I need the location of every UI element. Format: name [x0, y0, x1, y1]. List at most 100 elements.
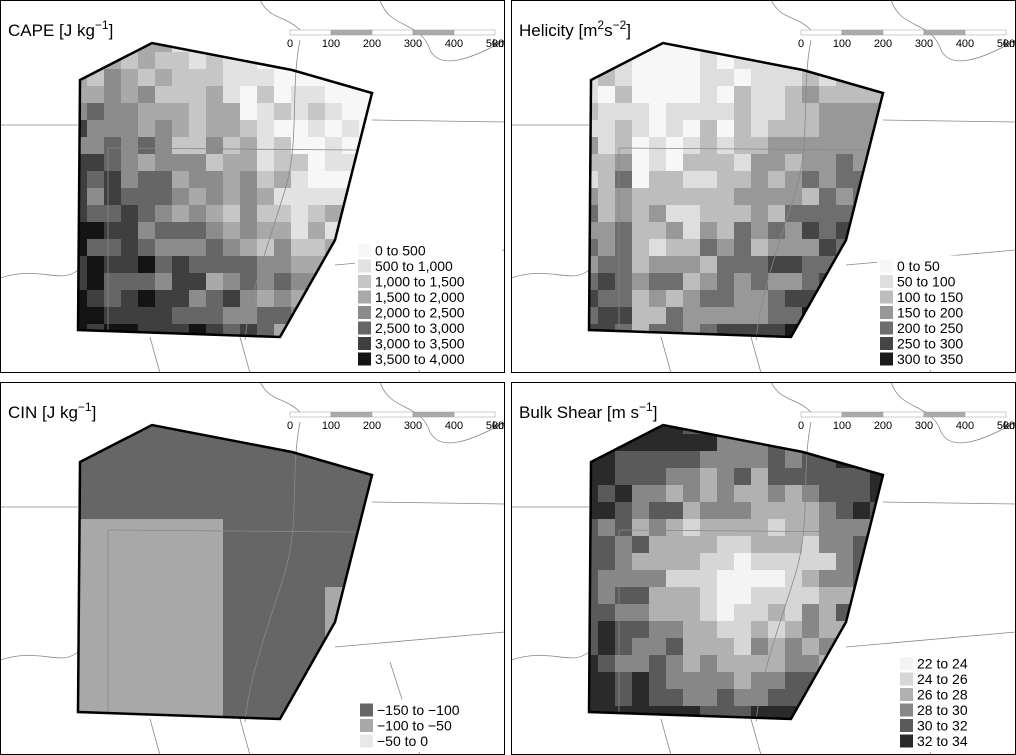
raster-cell: [189, 502, 207, 520]
raster-cell: [819, 604, 837, 622]
raster-cell: [700, 638, 718, 656]
scale-bar-label: 500: [997, 38, 1015, 50]
raster-cell: [189, 171, 207, 189]
raster-cell: [802, 655, 820, 673]
raster-cell: [649, 425, 667, 435]
raster-cell: [138, 171, 156, 189]
legend-swatch: [880, 337, 893, 350]
raster-cell: [751, 672, 769, 690]
raster-cell: [223, 222, 241, 240]
scale-bar-label: 200: [874, 420, 892, 432]
raster-cell: [598, 655, 616, 673]
raster-cell: [240, 188, 258, 206]
legend-box: [357, 699, 502, 752]
raster-cell: [257, 570, 275, 588]
raster-cell: [155, 43, 173, 53]
raster-cell: [274, 103, 292, 121]
raster-cell: [649, 689, 667, 707]
raster-cell: [768, 86, 786, 104]
raster-cell: [768, 519, 786, 537]
raster-cell: [734, 86, 752, 104]
raster-cell: [325, 553, 343, 571]
raster-cell: [632, 69, 650, 87]
raster-cell: [751, 587, 769, 605]
raster-cell: [751, 188, 769, 206]
raster-cell: [138, 604, 156, 622]
state-border: [750, 336, 762, 373]
raster-cell: [819, 468, 837, 486]
raster-cell: [768, 655, 786, 673]
raster-cell: [206, 519, 224, 537]
raster-cell: [189, 570, 207, 588]
raster-cell: [683, 205, 701, 223]
scale-bar-segment: [800, 29, 843, 36]
raster-cell: [240, 536, 258, 554]
raster-cell: [598, 621, 616, 639]
raster-cell: [325, 570, 343, 588]
raster-cell: [274, 307, 292, 325]
raster-cell: [700, 451, 718, 469]
state-border: [882, 501, 1016, 505]
raster-cell: [223, 273, 241, 291]
raster-cell: [717, 154, 735, 172]
raster-cell: [138, 587, 156, 605]
raster-cell: [223, 103, 241, 121]
raster-cell: [104, 689, 122, 707]
raster-cell: [589, 137, 599, 155]
raster-cell: [308, 519, 326, 537]
raster-cell: [223, 137, 241, 155]
raster-cell: [666, 519, 684, 537]
raster-cell: [121, 451, 139, 469]
raster-cell: [206, 536, 224, 554]
raster-cell: [768, 137, 786, 155]
raster-cell: [138, 103, 156, 121]
raster-cell: [589, 638, 599, 656]
raster-cell: [223, 120, 241, 138]
raster-cell: [683, 273, 701, 291]
raster-cell: [274, 536, 292, 554]
raster-cell: [598, 536, 616, 554]
raster-cell: [666, 222, 684, 240]
raster-cell: [257, 256, 275, 274]
raster-cell: [121, 621, 139, 639]
legend-swatch: [360, 734, 373, 748]
state-border: [0, 651, 79, 661]
raster-cell: [274, 604, 292, 622]
raster-cell: [683, 519, 701, 537]
raster-cell: [104, 103, 122, 121]
raster-cell: [819, 621, 837, 639]
scale-bar-label: 400: [445, 420, 463, 432]
raster-cell: [734, 570, 752, 588]
raster-cell: [768, 468, 786, 486]
raster-cell: [223, 536, 241, 554]
raster-cell: [666, 434, 684, 452]
raster-cell: [325, 137, 343, 155]
raster-cell: [223, 655, 241, 673]
raster-cell: [700, 689, 718, 707]
raster-cell: [589, 536, 599, 554]
raster-cell: [589, 655, 599, 673]
raster-cell: [342, 86, 360, 104]
raster-cell: [104, 502, 122, 520]
scale-bar-label: 0: [287, 38, 293, 50]
raster-cell: [649, 621, 667, 639]
scale-bar-segment: [453, 29, 496, 36]
raster-cell: [666, 273, 684, 291]
raster-cell: [751, 205, 769, 223]
raster-cell: [649, 536, 667, 554]
raster-cell: [104, 604, 122, 622]
raster-cell: [615, 519, 633, 537]
raster-cell: [751, 536, 769, 554]
raster-cell: [768, 324, 786, 337]
raster-cell: [819, 502, 837, 520]
raster-cell: [206, 188, 224, 206]
raster-cell: [138, 69, 156, 87]
raster-cell: [78, 502, 88, 520]
raster-cell: [734, 621, 752, 639]
raster-cell: [240, 706, 258, 719]
raster-cell: [155, 239, 173, 257]
raster-cell: [155, 69, 173, 87]
raster-cell: [751, 502, 769, 520]
raster-cell: [785, 485, 803, 503]
